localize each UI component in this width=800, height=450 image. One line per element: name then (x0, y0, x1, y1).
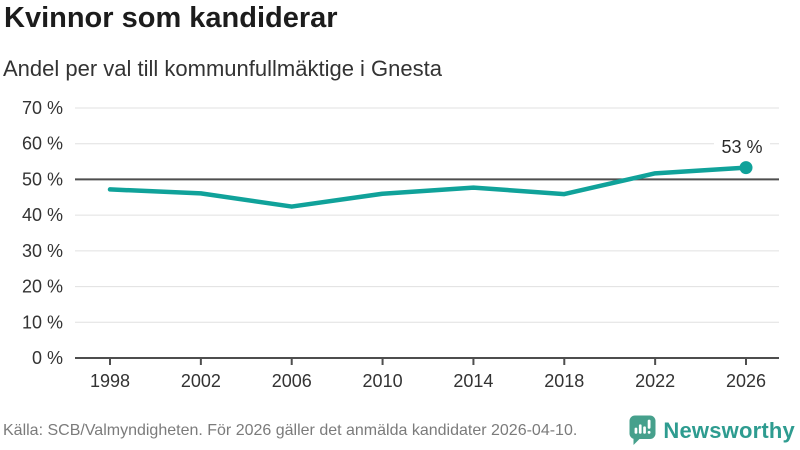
end-point-dot (739, 161, 753, 175)
chart-footer: Källa: SCB/Valmyndigheten. För 2026 gäll… (3, 415, 795, 446)
y-axis-label: 60 % (22, 134, 63, 154)
x-axis-label: 2022 (635, 371, 675, 391)
x-axis-label: 2010 (363, 371, 403, 391)
x-axis-label: 1998 (90, 371, 130, 391)
y-axis-label: 20 % (22, 277, 63, 297)
x-axis-label: 2006 (272, 371, 312, 391)
newsworthy-wordmark: Newsworthy (663, 417, 795, 443)
trend-line (107, 165, 749, 209)
y-axis-label: 50 % (22, 169, 63, 189)
y-axis-label: 40 % (22, 205, 63, 225)
end-value-label: 53 % (721, 137, 762, 157)
y-axis-label: 0 % (32, 348, 63, 368)
x-axis-label: 2002 (181, 371, 221, 391)
source-note: Källa: SCB/Valmyndigheten. För 2026 gäll… (3, 421, 578, 439)
x-axis-label: 2014 (453, 371, 493, 391)
y-axis-label: 30 % (22, 241, 63, 261)
y-axis-label: 70 % (22, 98, 63, 118)
y-axis-label: 10 % (22, 312, 63, 332)
end-label-background (714, 134, 770, 158)
newsworthy-icon (629, 415, 656, 445)
x-axis-label: 2026 (726, 371, 766, 391)
chart-title: Kvinnor som kandiderar (4, 2, 338, 34)
newsworthy-logo: Newsworthy (629, 415, 795, 446)
x-axis-label: 2018 (544, 371, 584, 391)
chart-subtitle: Andel per val till kommunfullmäktige i G… (3, 56, 442, 81)
